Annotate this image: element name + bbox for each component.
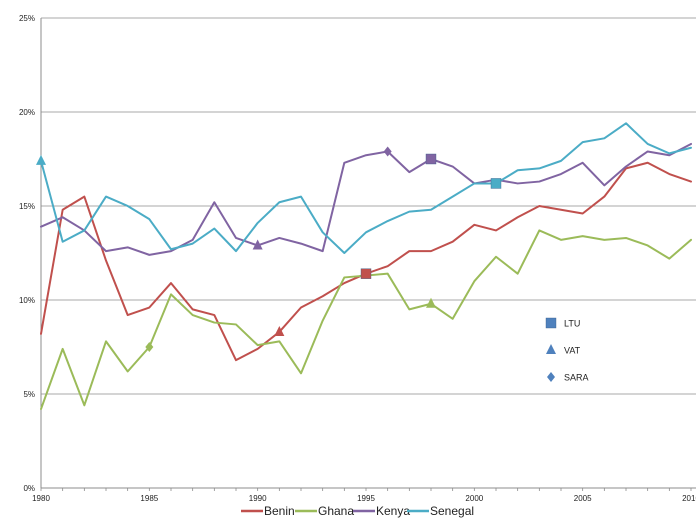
y-tick-label: 20% [19, 108, 35, 117]
marker-key-ltu-icon [545, 317, 557, 329]
axes [40, 18, 696, 491]
marker-kenya-square [425, 153, 437, 165]
marker-senegal-triangle [36, 154, 46, 165]
marker-ghana-diamond [145, 342, 154, 352]
series-line-ghana [40, 229, 692, 411]
marker-key-label: SARA [564, 373, 589, 383]
marker-key-label: VAT [564, 346, 581, 356]
marker-key-vat-icon [546, 344, 556, 354]
marker-benin-square [360, 268, 372, 279]
x-tick-label: 2010 [682, 494, 696, 503]
legend-label-senegal: Senegal [430, 504, 474, 518]
gridlines [41, 17, 696, 395]
x-tick-label: 2000 [465, 494, 483, 503]
legend: Benin Ghana Kenya Senegal [241, 504, 474, 518]
y-tick-label: 25% [19, 14, 35, 23]
marker-kenya-diamond [383, 146, 392, 157]
x-tick-label: 1980 [32, 494, 50, 503]
marker-ghana-triangle [426, 297, 436, 308]
y-tick-label: 5% [23, 390, 35, 399]
x-tick-label: 1995 [357, 494, 375, 503]
legend-label-ghana: Ghana [318, 504, 354, 518]
x-tick-label: 2005 [574, 494, 592, 503]
marker-key-sara-icon [547, 372, 555, 382]
marker-key: LTU VAT SARA [545, 317, 589, 383]
legend-label-benin: Benin [264, 504, 295, 518]
y-tick-label: 15% [19, 202, 35, 211]
series-line-senegal [40, 122, 692, 254]
series-lines [40, 122, 692, 411]
x-tick-label: 1990 [249, 494, 267, 503]
x-tick-labels: 1980 1985 1990 1995 2000 2005 2010 [32, 494, 696, 503]
x-tick-label: 1985 [140, 494, 158, 503]
marker-kenya-triangle [252, 239, 263, 250]
series-line-kenya [40, 142, 692, 256]
marker-senegal-square [490, 178, 502, 189]
y-tick-label: 10% [19, 296, 35, 305]
marker-benin-triangle [274, 325, 285, 336]
series-markers [36, 146, 502, 352]
legend-label-kenya: Kenya [376, 504, 410, 518]
series-line-benin [40, 161, 692, 362]
y-tick-labels: 0% 5% 10% 15% 20% 25% [19, 14, 35, 493]
y-tick-label: 0% [23, 484, 35, 493]
marker-key-label: LTU [564, 319, 580, 329]
